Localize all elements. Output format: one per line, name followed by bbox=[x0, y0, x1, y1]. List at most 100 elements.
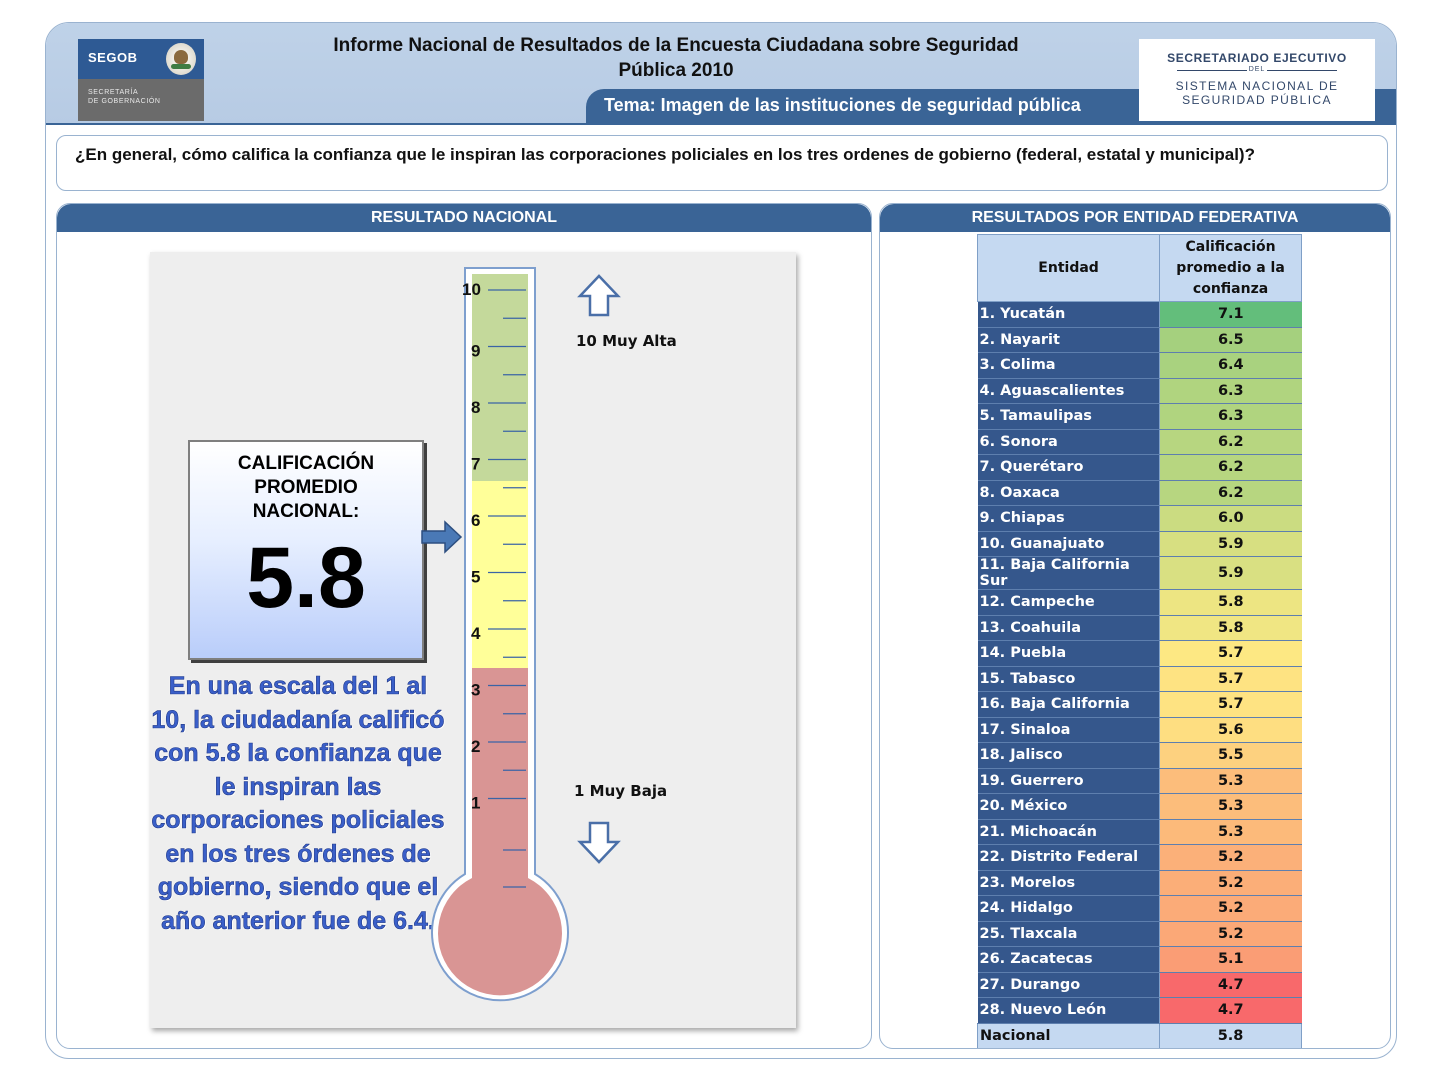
state-name-cell: 20. México bbox=[977, 793, 1161, 820]
thermometer-zone-low bbox=[438, 668, 562, 996]
state-name-cell: 28. Nuevo León bbox=[977, 997, 1161, 1024]
table-row: 7. Querétaro 6.2 bbox=[977, 454, 1302, 481]
report-frame: SEGOB SECRETARÍA DE GOBERNACIÓN Informe … bbox=[45, 22, 1397, 1059]
state-score-cell: 5.3 bbox=[1159, 768, 1302, 794]
state-score-cell: 6.4 bbox=[1159, 352, 1302, 379]
state-score-cell: 5.3 bbox=[1159, 819, 1302, 845]
table-row: 6. Sonora 6.2 bbox=[977, 429, 1302, 455]
state-results-table-wrap: Entidad Calificación promedio a la confi… bbox=[976, 234, 1302, 1048]
table-row: 16. Baja California 5.7 bbox=[977, 691, 1302, 718]
state-score-cell: 6.3 bbox=[1159, 403, 1302, 430]
national-score-value: 5.8 bbox=[246, 530, 366, 626]
thermometer-tick-label: 9 bbox=[471, 342, 480, 361]
state-name-cell: 17. Sinaloa bbox=[977, 717, 1161, 743]
state-name-cell: 27. Durango bbox=[977, 972, 1161, 998]
segob-logo-word: SEGOB bbox=[88, 50, 138, 65]
national-result-stage: CALIFICACIÓN PROMEDIO NACIONAL: 5.8 En u… bbox=[150, 252, 796, 1028]
column-header-entidad: Entidad bbox=[976, 234, 1161, 302]
table-row: 2. Nayarit 6.5 bbox=[977, 327, 1302, 353]
thermometer-tick-label: 7 bbox=[471, 455, 480, 474]
state-name-cell: 5. Tamaulipas bbox=[977, 403, 1161, 430]
table-row: 15. Tabasco 5.7 bbox=[977, 666, 1302, 692]
table-row: 1. Yucatán 7.1 bbox=[977, 301, 1302, 328]
table-row: 22. Distrito Federal 5.2 bbox=[977, 844, 1302, 871]
scale-high-label: 10 Muy Alta bbox=[576, 332, 677, 350]
thermometer-tick-label: 3 bbox=[471, 681, 480, 700]
segob-logo: SEGOB SECRETARÍA DE GOBERNACIÓN bbox=[78, 39, 204, 121]
state-name-cell: 24. Hidalgo bbox=[977, 895, 1161, 922]
state-score-cell: 5.9 bbox=[1159, 531, 1302, 557]
table-row: 26. Zacatecas 5.1 bbox=[977, 946, 1302, 973]
table-row: 3. Colima 6.4 bbox=[977, 352, 1302, 379]
state-name-cell: 18. Jalisco bbox=[977, 742, 1161, 769]
national-total-name: Nacional bbox=[976, 1022, 1161, 1048]
table-row: 23. Morelos 5.2 bbox=[977, 870, 1302, 896]
state-score-cell: 6.2 bbox=[1159, 454, 1302, 481]
state-name-cell: 25. Tlaxcala bbox=[977, 921, 1161, 947]
state-score-cell: 5.2 bbox=[1159, 870, 1302, 896]
state-name-cell: 6. Sonora bbox=[977, 429, 1161, 455]
state-score-cell: 6.2 bbox=[1159, 429, 1302, 455]
mexico-seal-icon bbox=[166, 43, 196, 75]
state-score-cell: 5.7 bbox=[1159, 666, 1302, 692]
state-name-cell: 9. Chiapas bbox=[977, 505, 1161, 532]
thermometer-tick-label: 1 bbox=[471, 794, 480, 813]
question-text: ¿En general, cómo califica la confianza … bbox=[75, 145, 1255, 164]
state-name-cell: 14. Puebla bbox=[977, 640, 1161, 667]
state-name-cell: 15. Tabasco bbox=[977, 666, 1161, 692]
table-row: 19. Guerrero 5.3 bbox=[977, 768, 1302, 794]
state-score-cell: 5.8 bbox=[1159, 589, 1302, 616]
state-score-cell: 5.2 bbox=[1159, 844, 1302, 871]
state-name-cell: 23. Morelos bbox=[977, 870, 1161, 896]
state-score-cell: 4.7 bbox=[1159, 972, 1302, 998]
scale-low-label: 1 Muy Baja bbox=[574, 782, 668, 800]
state-score-cell: 4.7 bbox=[1159, 997, 1302, 1024]
national-total-value: 5.8 bbox=[1159, 1022, 1302, 1048]
state-name-cell: 22. Distrito Federal bbox=[977, 844, 1161, 871]
thermometer-tick-label: 2 bbox=[471, 737, 480, 756]
state-name-cell: 12. Campeche bbox=[977, 589, 1161, 616]
state-results-heading: RESULTADOS POR ENTIDAD FEDERATIVA bbox=[880, 204, 1390, 232]
table-row: 21. Michoacán 5.3 bbox=[977, 819, 1302, 845]
national-result-panel: RESULTADO NACIONAL CALIFICACIÓN PROMEDIO… bbox=[56, 203, 872, 1049]
state-name-cell: 10. Guanajuato bbox=[977, 531, 1161, 557]
tema-label: Tema: Imagen de las instituciones de seg… bbox=[604, 95, 1081, 115]
table-row: 28. Nuevo León 4.7 bbox=[977, 997, 1302, 1024]
state-name-cell: 21. Michoacán bbox=[977, 819, 1161, 845]
thermometer-zone-mid bbox=[472, 481, 528, 668]
state-name-cell: 2. Nayarit bbox=[977, 327, 1161, 353]
state-name-cell: 26. Zacatecas bbox=[977, 946, 1161, 973]
question-box: ¿En general, cómo califica la confianza … bbox=[56, 135, 1388, 191]
state-score-cell: 5.5 bbox=[1159, 742, 1302, 769]
thermometer-tick-label: 6 bbox=[471, 511, 480, 530]
state-name-cell: 3. Colima bbox=[977, 352, 1161, 379]
header-band: SEGOB SECRETARÍA DE GOBERNACIÓN Informe … bbox=[46, 23, 1396, 125]
state-score-cell: 5.1 bbox=[1159, 946, 1302, 973]
table-row: 13. Coahuila 5.8 bbox=[977, 615, 1302, 641]
table-row: 25. Tlaxcala 5.2 bbox=[977, 921, 1302, 947]
state-score-cell: 5.2 bbox=[1159, 895, 1302, 922]
state-score-cell: 5.7 bbox=[1159, 640, 1302, 667]
state-score-cell: 5.3 bbox=[1159, 793, 1302, 820]
table-row: 9. Chiapas 6.0 bbox=[977, 505, 1302, 532]
thermometer-tick-label: 8 bbox=[471, 398, 480, 417]
pointer-arrow-icon bbox=[421, 520, 463, 554]
table-row: 27. Durango 4.7 bbox=[977, 972, 1302, 998]
state-name-cell: 11. Baja California Sur bbox=[977, 556, 1161, 590]
table-row: 8. Oaxaca 6.2 bbox=[977, 480, 1302, 506]
state-name-cell: 8. Oaxaca bbox=[977, 480, 1161, 506]
state-name-cell: 7. Querétaro bbox=[977, 454, 1161, 481]
thermometer-scale: 10 9 8 7 6 5 4 3 2 1 bbox=[431, 267, 569, 1002]
thermometer-zone-high bbox=[472, 274, 528, 481]
state-score-cell: 6.5 bbox=[1159, 327, 1302, 353]
state-name-cell: 19. Guerrero bbox=[977, 768, 1161, 794]
table-row: 24. Hidalgo 5.2 bbox=[977, 895, 1302, 922]
state-score-cell: 6.3 bbox=[1159, 378, 1302, 404]
sesnsp-logo: SECRETARIADO EJECUTIVO DEL SISTEMA NACIO… bbox=[1139, 39, 1375, 121]
national-total-row: Nacional 5.8 bbox=[976, 1022, 1302, 1048]
table-row: 11. Baja California Sur 5.9 bbox=[977, 556, 1302, 590]
state-score-cell: 5.9 bbox=[1159, 556, 1302, 590]
state-score-cell: 6.0 bbox=[1159, 505, 1302, 532]
national-score-box: CALIFICACIÓN PROMEDIO NACIONAL: 5.8 bbox=[188, 440, 424, 660]
state-results-table: Entidad Calificación promedio a la confi… bbox=[976, 234, 1302, 1048]
